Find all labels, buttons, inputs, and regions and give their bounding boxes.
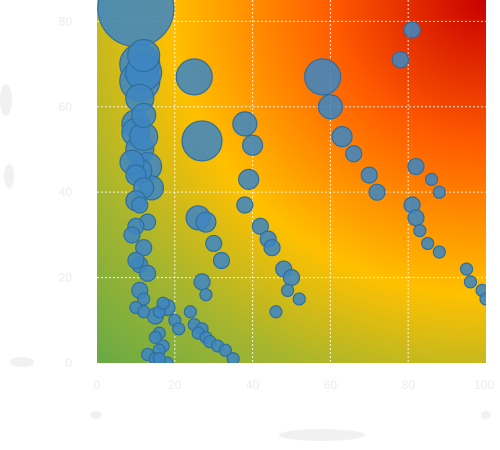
bubble-point: [413, 224, 427, 238]
bubble-point: [156, 296, 170, 310]
y-tick-label: 40: [59, 185, 73, 199]
bubble-point: [218, 343, 232, 357]
bubble-point: [131, 196, 149, 214]
bubble-point: [479, 292, 486, 306]
y-tick-label: 80: [59, 14, 73, 28]
bubble-point: [172, 322, 186, 336]
bubble-point: [281, 283, 295, 297]
bubble-point: [345, 145, 363, 163]
faded-mark-left-bottom: [10, 357, 34, 367]
x-tick-label: 100: [474, 378, 494, 392]
bubble-point: [391, 51, 410, 69]
y-tick-label: 20: [59, 271, 73, 285]
bubble-point: [403, 21, 421, 39]
bubble-point: [360, 166, 378, 184]
y-axis-ticks: 0 20 40 60 80: [59, 14, 73, 370]
x-tick-label: 20: [168, 378, 182, 392]
bubble-point: [407, 209, 425, 227]
bubble-point: [148, 330, 162, 344]
bubble-point: [432, 245, 446, 259]
bubble-point: [137, 292, 151, 306]
bubble-point: [317, 94, 343, 120]
x-tick-label: 60: [324, 378, 338, 392]
x-axis-ticks: 0 20 40 60 80 100: [94, 378, 495, 392]
bubble-point: [251, 217, 269, 235]
bubble-point: [199, 288, 213, 302]
bubble-point: [127, 251, 145, 270]
bubble-point: [175, 58, 213, 96]
bubble-point: [331, 126, 353, 148]
bubble-point: [263, 239, 281, 257]
bubble-point: [127, 38, 161, 73]
bubble-point: [236, 196, 254, 214]
bubble-point: [368, 183, 386, 201]
bubble-point: [137, 305, 151, 319]
x-tick-label: 80: [402, 378, 416, 392]
bubble-series: [97, 0, 486, 363]
bubble-point: [135, 239, 153, 257]
bubble-point: [269, 305, 283, 319]
bubble-point: [195, 211, 217, 233]
bubble-point: [407, 157, 425, 176]
bubble-point: [282, 268, 301, 287]
bubble-point: [183, 305, 197, 319]
bubble-point: [292, 292, 306, 306]
faded-mark-bottom-left: [90, 411, 102, 419]
bubble-point: [152, 352, 166, 363]
bubble-point: [181, 120, 223, 162]
bubble-point: [432, 185, 446, 199]
x-tick-label: 40: [246, 378, 260, 392]
bubble-point: [205, 234, 223, 253]
bubble-point: [424, 172, 439, 186]
bubble-point: [463, 275, 478, 289]
bubble-point: [232, 111, 258, 137]
bubble-point: [242, 134, 264, 156]
bubble-point: [138, 264, 157, 282]
y-tick-label: 0: [65, 356, 72, 370]
faded-mark-bottom-right: [481, 411, 491, 419]
faded-mark-left-middle: [4, 164, 14, 188]
bubble-point: [212, 251, 231, 270]
bubble-point: [131, 102, 157, 128]
x-tick-label: 0: [94, 378, 101, 392]
bubble-point: [304, 58, 342, 96]
bubble-point: [459, 262, 474, 276]
bubble-point: [238, 168, 260, 190]
bubble-point: [123, 226, 141, 244]
bubble-point: [226, 352, 240, 363]
bubble-point: [193, 273, 211, 291]
bubble-point: [421, 236, 435, 251]
y-tick-label: 60: [59, 100, 73, 114]
faded-mark-bottom-center: [279, 429, 365, 441]
faded-mark-left-top: [0, 84, 12, 116]
